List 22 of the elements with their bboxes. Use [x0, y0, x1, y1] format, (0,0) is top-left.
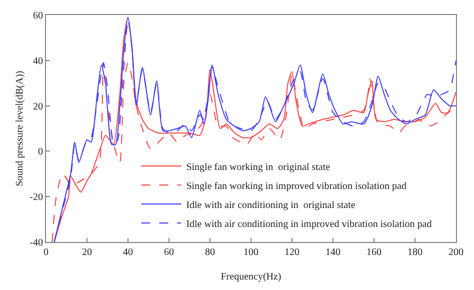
y-tick-label: 40	[33, 56, 43, 67]
legend-label: Idle with air conditioning in original state	[186, 200, 356, 211]
x-tick-label: 60	[164, 247, 174, 258]
legend-label: Single fan working in original state	[186, 162, 331, 173]
y-tick-label: -20	[30, 192, 43, 204]
y-tick-label: 60	[33, 10, 43, 22]
x-tick-label: 20	[82, 247, 92, 258]
legend-label: Idle with air conditioning in improved vibration isolation pad	[186, 218, 432, 230]
y-axis-title: Sound pressure level(dB(A))	[14, 70, 26, 186]
x-tick-label: 200	[448, 247, 464, 258]
x-tick-label: 140	[326, 247, 340, 258]
x-tick-label: 100	[244, 247, 258, 258]
x-tick-label: 40	[123, 247, 133, 258]
legend-label: Single fan working in improved vibration isolation pad	[186, 180, 406, 192]
y-tick-label: 20	[33, 101, 43, 112]
x-tick-label: 120	[284, 247, 300, 258]
y-tick-label: -40	[30, 238, 43, 248]
x-tick-label: 160	[366, 247, 382, 258]
x-tick-label: 80	[205, 247, 215, 258]
x-axis-title: Frequency(Hz)	[220, 272, 282, 282]
x-tick-label: 180	[408, 247, 422, 258]
y-tick-label: 0	[38, 146, 43, 158]
